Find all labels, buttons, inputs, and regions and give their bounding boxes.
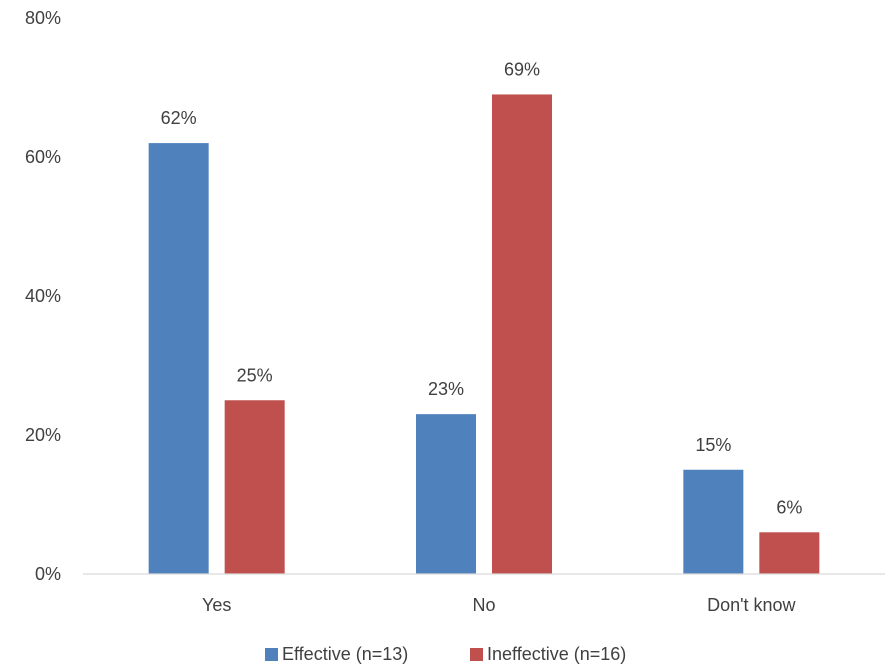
category-label: Don't know bbox=[707, 595, 796, 615]
data-label: 62% bbox=[161, 108, 197, 128]
data-label: 69% bbox=[504, 59, 540, 79]
y-axis-ticks: 0% 20% 40% 60% 80% bbox=[25, 8, 61, 584]
legend-label: Ineffective (n=16) bbox=[487, 644, 626, 664]
bar-effective bbox=[148, 143, 209, 574]
category-label: Yes bbox=[202, 595, 231, 615]
data-labels: 62% 25% 23% 69% 15% 6% bbox=[161, 59, 803, 517]
bar-ineffective bbox=[759, 532, 820, 574]
legend: Effective (n=13) Ineffective (n=16) bbox=[265, 644, 626, 664]
data-label: 25% bbox=[237, 365, 273, 385]
x-axis-labels: Yes No Don't know bbox=[202, 595, 797, 615]
y-tick-label: 80% bbox=[25, 8, 61, 28]
data-label: 15% bbox=[695, 435, 731, 455]
bar-ineffective bbox=[492, 94, 552, 574]
data-label: 6% bbox=[776, 497, 802, 517]
y-tick-label: 60% bbox=[25, 147, 61, 167]
bars bbox=[148, 94, 820, 574]
legend-swatch bbox=[470, 648, 483, 661]
y-tick-label: 40% bbox=[25, 286, 61, 306]
y-tick-label: 20% bbox=[25, 425, 61, 445]
data-label: 23% bbox=[428, 379, 464, 399]
legend-label: Effective (n=13) bbox=[282, 644, 408, 664]
category-label: No bbox=[472, 595, 495, 615]
bar-ineffective bbox=[224, 400, 285, 574]
y-tick-label: 0% bbox=[35, 564, 61, 584]
bar-effective bbox=[416, 414, 476, 574]
legend-swatch bbox=[265, 648, 278, 661]
bar-effective bbox=[683, 469, 744, 574]
